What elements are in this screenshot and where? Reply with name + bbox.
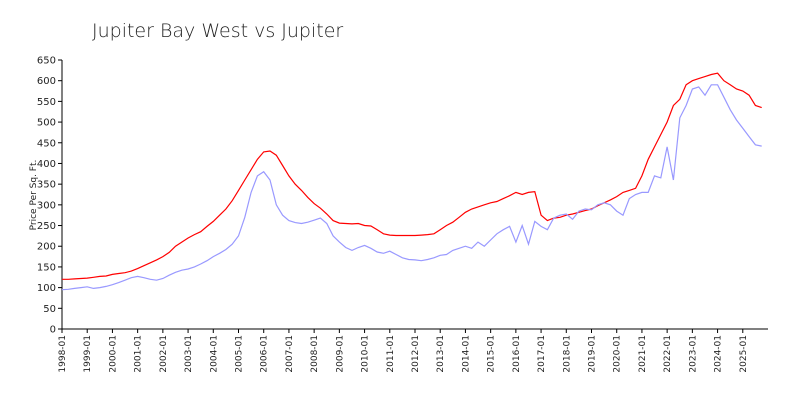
x-tick-label: 2013-01: [436, 335, 446, 373]
y-tick-label: 500: [37, 118, 56, 129]
x-tick-label: 2005-01: [235, 335, 245, 373]
y-tick-label: 200: [37, 242, 56, 253]
x-tick-label: 1999-01: [83, 335, 93, 373]
x-tick-label: 2011-01: [386, 335, 396, 373]
y-tick-label: 600: [37, 76, 56, 87]
x-tick-label: 2014-01: [461, 335, 471, 373]
x-tick-label: 2000-01: [108, 335, 118, 373]
x-tick-label: 2007-01: [285, 335, 295, 373]
x-tick-label: 2020-01: [613, 335, 623, 373]
x-tick-label: 2002-01: [159, 335, 169, 373]
x-tick-label: 2023-01: [688, 335, 698, 373]
x-tick-label: 2022-01: [663, 335, 673, 373]
y-tick-label: 400: [37, 159, 56, 170]
x-tick-label: 2018-01: [562, 335, 572, 373]
x-tick-label: 2008-01: [310, 335, 320, 373]
line-series: [62, 72, 762, 280]
y-tick-label: 50: [43, 304, 56, 315]
x-tick-label: 2001-01: [134, 335, 144, 373]
x-tick-label: 1998-01: [58, 335, 68, 373]
y-tick-label: 300: [37, 200, 56, 211]
y-tick-label: 0: [50, 325, 56, 336]
x-tick-label: 2009-01: [335, 335, 345, 373]
chart-title: Jupiter Bay West vs Jupiter: [92, 20, 343, 42]
x-tick-label: 2004-01: [209, 335, 219, 373]
y-tick-label: 550: [37, 97, 56, 108]
y-tick-label: 100: [37, 283, 56, 294]
x-tick-label: 2024-01: [714, 335, 724, 373]
x-tick-label: 2012-01: [411, 335, 421, 373]
x-tick-label: 2015-01: [487, 335, 497, 373]
x-tick-label: 2025-01: [739, 335, 749, 373]
y-tick-label: 350: [37, 180, 56, 191]
y-tick-label: 650: [37, 56, 56, 67]
x-tick-label: 2010-01: [361, 335, 371, 373]
x-tick-label: 2017-01: [537, 335, 547, 373]
x-tick-label: 2016-01: [512, 335, 522, 373]
x-tick-label: 2019-01: [588, 335, 598, 373]
x-tick-label: 2021-01: [638, 335, 648, 373]
y-tick-label: 450: [37, 138, 56, 149]
line-series: [61, 84, 762, 291]
y-tick-label: 150: [37, 262, 56, 273]
y-axis-label: Price Per Sq. Ft.: [29, 160, 39, 231]
y-tick-label: 250: [37, 221, 56, 232]
x-tick-label: 2006-01: [260, 335, 270, 373]
x-tick-label: 2003-01: [184, 335, 194, 373]
